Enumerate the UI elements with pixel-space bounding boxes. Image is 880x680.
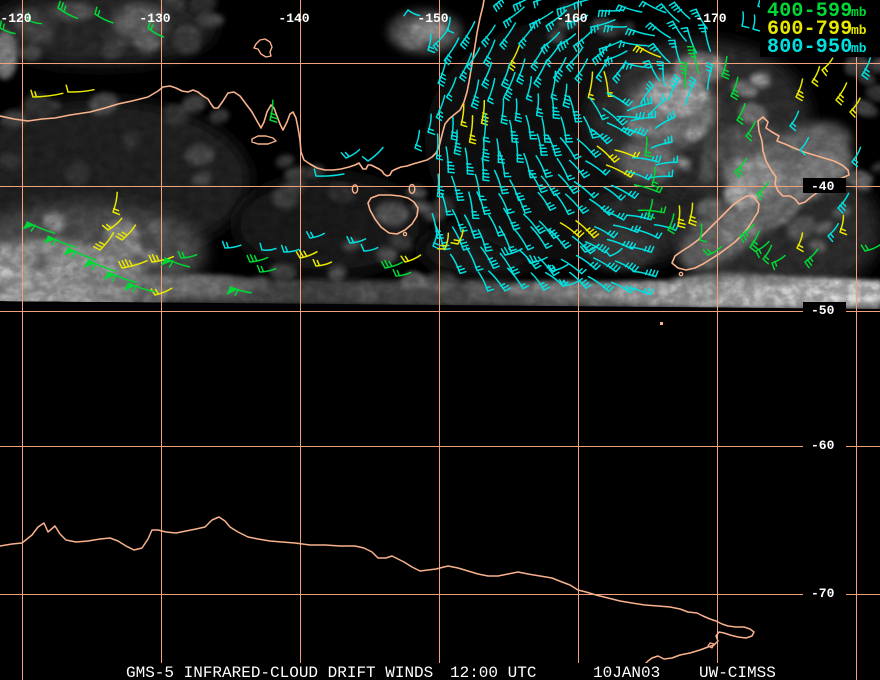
svg-text:-120: -120	[0, 11, 31, 26]
svg-text:-140: -140	[278, 11, 309, 26]
svg-text:GMS-5 INFRARED-CLOUD DRIFT WIN: GMS-5 INFRARED-CLOUD DRIFT WINDS	[126, 664, 433, 680]
svg-text:mb: mb	[851, 23, 867, 38]
svg-text:10JAN03: 10JAN03	[593, 664, 660, 680]
svg-text:-70: -70	[811, 586, 835, 601]
svg-text:400-599: 400-599	[767, 0, 852, 23]
svg-text:-40: -40	[811, 179, 835, 194]
svg-text:-160: -160	[556, 11, 587, 26]
svg-text:mb: mb	[851, 41, 867, 56]
svg-text:-60: -60	[811, 438, 835, 453]
svg-text:-170: -170	[695, 11, 726, 26]
svg-text:mb: mb	[851, 5, 867, 20]
svg-text:600-799: 600-799	[767, 18, 852, 41]
svg-text:UW-CIMSS: UW-CIMSS	[699, 664, 776, 680]
svg-text:-130: -130	[139, 11, 170, 26]
svg-text:-50: -50	[811, 303, 835, 318]
svg-text:800-950: 800-950	[767, 36, 852, 59]
svg-text:12:00 UTC: 12:00 UTC	[450, 664, 536, 680]
svg-text:-150: -150	[417, 11, 448, 26]
